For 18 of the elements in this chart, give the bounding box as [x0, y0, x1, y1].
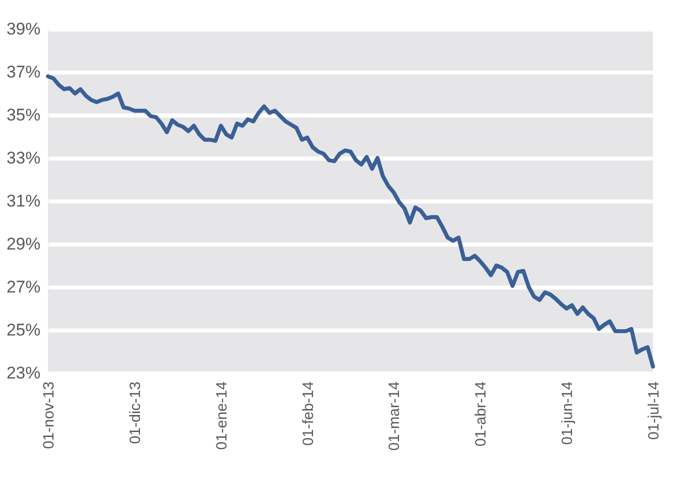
y-tick-label: 33% [6, 148, 40, 168]
x-tick-label: 01-dic-13 [126, 382, 144, 444]
y-tick-label: 23% [6, 364, 40, 382]
y-tick-label: 39% [6, 20, 40, 38]
y-tick-label: 25% [6, 320, 40, 340]
line-series [46, 74, 655, 369]
y-tick-label: 29% [6, 234, 40, 254]
y-tick-label: 27% [6, 278, 40, 296]
x-tick-label: 01-feb-14 [300, 382, 317, 446]
x-tick-label: 01-nov-13 [40, 382, 58, 450]
x-tick-label: 01-mar-14 [386, 382, 404, 451]
y-tick-label: 31% [6, 192, 40, 210]
y-tick-label: 37% [6, 62, 40, 82]
x-tick-label: 01-jul-14 [646, 382, 662, 440]
x-tick-label: 01-ene-14 [213, 382, 230, 450]
y-tick-label: 35% [6, 106, 40, 124]
x-tick-label: 01-abr-14 [472, 382, 490, 447]
x-tick-label: 01-jun-14 [559, 382, 576, 445]
